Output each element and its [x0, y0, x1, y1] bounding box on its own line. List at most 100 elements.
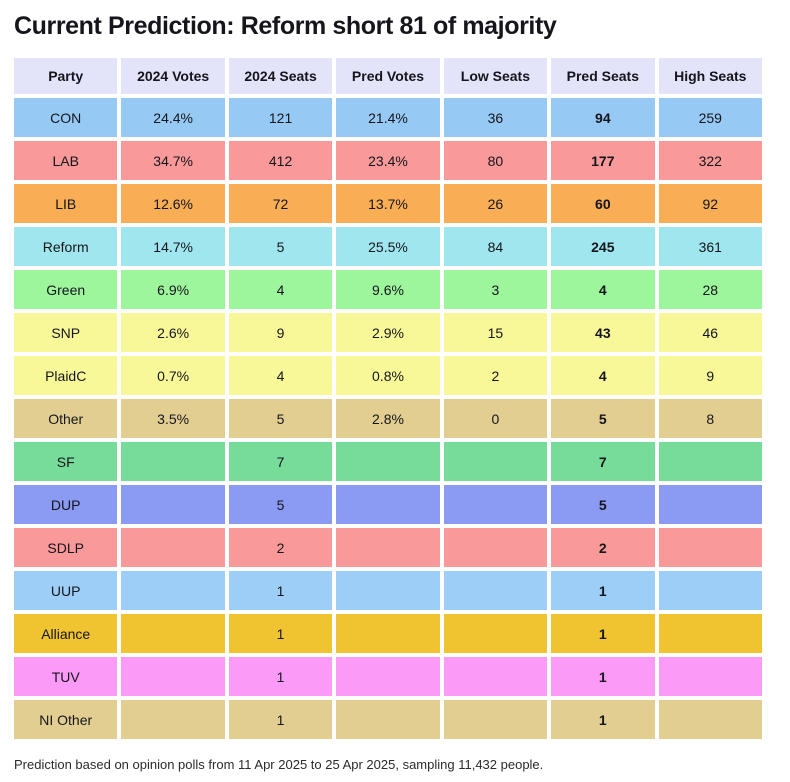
value-cell: 94 — [551, 98, 655, 137]
value-cell: 1 — [551, 657, 655, 696]
value-cell: 5 — [228, 399, 333, 438]
value-cell: 25.5% — [336, 227, 440, 266]
value-cell: 43 — [551, 313, 655, 352]
value-cell — [336, 614, 440, 653]
value-cell: 80 — [443, 141, 548, 180]
value-cell: 8 — [658, 399, 762, 438]
value-cell — [658, 614, 762, 653]
party-cell: TUV — [14, 657, 118, 696]
table-row-alliance: Alliance 1 1 — [14, 614, 762, 653]
party-cell: DUP — [14, 485, 118, 524]
value-cell: 0 — [443, 399, 548, 438]
value-cell: 72 — [228, 184, 333, 223]
value-cell: 0.8% — [336, 356, 440, 395]
party-cell: Other — [14, 399, 118, 438]
prediction-table: Party 2024 Votes 2024 Seats Pred Votes Low S… — [10, 54, 766, 743]
value-cell — [443, 700, 548, 739]
table-row-lab: LAB 34.7% 412 23.4% 80 177 322 — [14, 141, 762, 180]
value-cell: 2 — [228, 528, 333, 567]
value-cell: 34.7% — [121, 141, 225, 180]
value-cell — [121, 571, 225, 610]
value-cell: 0.7% — [121, 356, 225, 395]
column-header-pred-seats: Pred Seats — [551, 58, 655, 94]
value-cell: 259 — [658, 98, 762, 137]
value-cell — [121, 528, 225, 567]
value-cell — [121, 657, 225, 696]
value-cell: 84 — [443, 227, 548, 266]
party-cell: Green — [14, 270, 118, 309]
column-header-low-seats: Low Seats — [443, 58, 548, 94]
value-cell: 361 — [658, 227, 762, 266]
footer-note: Prediction based on opinion polls from 1… — [14, 757, 544, 772]
value-cell: 92 — [658, 184, 762, 223]
party-cell: SF — [14, 442, 118, 481]
column-header-party: Party — [14, 58, 118, 94]
table-row-reform: Reform 14.7% 5 25.5% 84 245 361 — [14, 227, 762, 266]
party-cell: CON — [14, 98, 118, 137]
value-cell: 12.6% — [121, 184, 225, 223]
value-cell — [336, 571, 440, 610]
table-row-sdlp: SDLP 2 2 — [14, 528, 762, 567]
value-cell: 177 — [551, 141, 655, 180]
value-cell — [658, 571, 762, 610]
table-row-green: Green 6.9% 4 9.6% 3 4 28 — [14, 270, 762, 309]
value-cell: 24.4% — [121, 98, 225, 137]
value-cell: 13.7% — [336, 184, 440, 223]
table-row-con: CON 24.4% 121 21.4% 36 94 259 — [14, 98, 762, 137]
value-cell: 1 — [228, 657, 333, 696]
value-cell — [121, 614, 225, 653]
value-cell — [121, 442, 225, 481]
value-cell: 1 — [551, 614, 655, 653]
value-cell — [121, 485, 225, 524]
party-cell: SNP — [14, 313, 118, 352]
value-cell: 121 — [228, 98, 333, 137]
page-title: Current Prediction: Reform short 81 of m… — [14, 12, 557, 40]
value-cell: 3.5% — [121, 399, 225, 438]
value-cell: 5 — [228, 227, 333, 266]
table-row-ni-other: NI Other 1 1 — [14, 700, 762, 739]
value-cell — [658, 700, 762, 739]
table-row-dup: DUP 5 5 — [14, 485, 762, 524]
value-cell: 6.9% — [121, 270, 225, 309]
value-cell — [658, 657, 762, 696]
value-cell: 1 — [551, 571, 655, 610]
value-cell — [336, 485, 440, 524]
column-header-2024-seats: 2024 Seats — [228, 58, 333, 94]
value-cell: 2 — [443, 356, 548, 395]
table-row-sf: SF 7 7 — [14, 442, 762, 481]
value-cell — [336, 528, 440, 567]
value-cell — [336, 442, 440, 481]
value-cell: 5 — [551, 399, 655, 438]
party-cell: Reform — [14, 227, 118, 266]
value-cell — [443, 442, 548, 481]
value-cell: 1 — [228, 571, 333, 610]
value-cell: 9 — [228, 313, 333, 352]
value-cell: 14.7% — [121, 227, 225, 266]
value-cell: 7 — [551, 442, 655, 481]
value-cell: 26 — [443, 184, 548, 223]
value-cell: 2.9% — [336, 313, 440, 352]
value-cell — [443, 571, 548, 610]
value-cell: 412 — [228, 141, 333, 180]
value-cell: 3 — [443, 270, 548, 309]
value-cell: 1 — [228, 700, 333, 739]
value-cell: 1 — [228, 614, 333, 653]
column-header-pred-votes: Pred Votes — [336, 58, 440, 94]
value-cell: 36 — [443, 98, 548, 137]
value-cell: 9.6% — [336, 270, 440, 309]
value-cell: 245 — [551, 227, 655, 266]
column-header-2024-votes: 2024 Votes — [121, 58, 225, 94]
party-cell: NI Other — [14, 700, 118, 739]
value-cell: 9 — [658, 356, 762, 395]
value-cell: 2.6% — [121, 313, 225, 352]
value-cell: 15 — [443, 313, 548, 352]
table-row-lib: LIB 12.6% 72 13.7% 26 60 92 — [14, 184, 762, 223]
value-cell: 21.4% — [336, 98, 440, 137]
party-cell: Alliance — [14, 614, 118, 653]
value-cell: 23.4% — [336, 141, 440, 180]
value-cell: 28 — [658, 270, 762, 309]
column-header-high-seats: High Seats — [658, 58, 762, 94]
value-cell — [443, 528, 548, 567]
party-cell: UUP — [14, 571, 118, 610]
